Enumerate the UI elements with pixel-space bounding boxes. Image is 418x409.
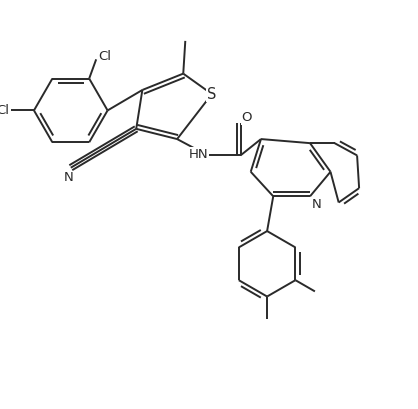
Text: Cl: Cl <box>0 104 9 117</box>
Text: N: N <box>64 171 74 184</box>
Text: N: N <box>312 198 322 211</box>
Text: S: S <box>207 87 217 101</box>
Text: HN: HN <box>189 148 209 161</box>
Text: O: O <box>242 111 252 124</box>
Text: Cl: Cl <box>99 49 112 63</box>
